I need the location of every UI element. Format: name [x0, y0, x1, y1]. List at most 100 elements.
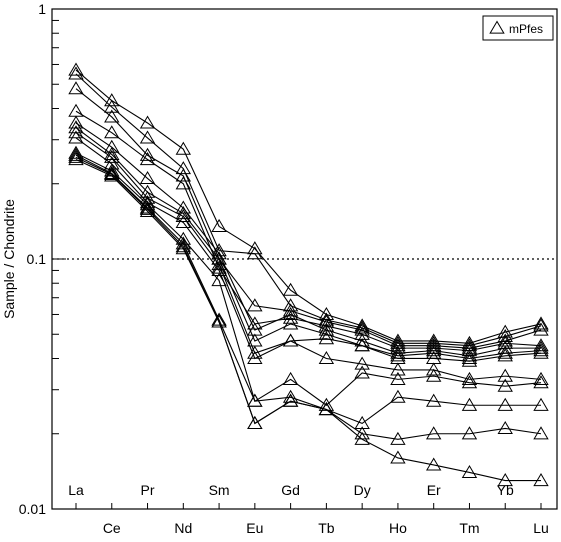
- data-point-lu: [533, 371, 549, 385]
- data-point-tb: [318, 331, 335, 345]
- data-point-yb: [497, 473, 513, 487]
- data-point-lu: [533, 322, 549, 336]
- data-point-lu: [533, 426, 549, 440]
- series-12: [68, 152, 549, 487]
- series-layer: [68, 62, 549, 487]
- legend-marker-triangle: [489, 20, 505, 34]
- data-point-nd: [175, 176, 192, 190]
- data-point-tb: [318, 402, 335, 416]
- x-tick-label-tb: Tb: [318, 520, 335, 536]
- x-tick-label-gd: Gd: [281, 482, 300, 498]
- data-point-tm: [461, 397, 478, 411]
- data-point-tm: [461, 375, 478, 389]
- data-point-ce: [104, 125, 120, 139]
- data-point-yb: [497, 348, 513, 362]
- data-point-tb: [318, 312, 335, 326]
- data-point-sm: [211, 218, 227, 232]
- data-point-tm: [461, 340, 478, 354]
- data-point-nd: [175, 161, 192, 175]
- y-tick-label: 1: [38, 1, 46, 17]
- data-point-er: [425, 343, 442, 357]
- data-point-yb: [497, 345, 513, 359]
- data-point-lu: [533, 345, 549, 359]
- data-point-ho: [390, 371, 406, 385]
- data-point-eu: [247, 246, 263, 260]
- series-7: [68, 125, 549, 367]
- data-point-lu: [533, 343, 549, 357]
- data-point-dy: [354, 415, 370, 429]
- data-point-ho: [390, 338, 406, 352]
- data-point-tm: [461, 353, 478, 367]
- data-point-er: [425, 393, 442, 407]
- data-point-gd: [282, 333, 299, 347]
- data-point-la: [68, 145, 84, 159]
- data-point-pr: [139, 152, 156, 166]
- data-point-la: [68, 66, 84, 80]
- data-point-lu: [533, 397, 549, 411]
- data-point-ce: [104, 109, 120, 123]
- series-line: [75, 110, 542, 352]
- data-point-la: [68, 125, 84, 139]
- data-point-pr: [139, 147, 156, 161]
- data-point-gd: [282, 282, 299, 296]
- data-point-tb: [318, 322, 335, 336]
- y-tick-label: 0.1: [27, 251, 47, 267]
- data-point-lu: [533, 473, 549, 487]
- data-point-sm: [211, 273, 227, 287]
- data-point-dy: [354, 338, 370, 352]
- x-tick-label-tm: Tm: [459, 520, 479, 536]
- data-point-nd: [175, 168, 192, 182]
- data-point-eu: [247, 415, 263, 429]
- y-tick-label: 0.01: [19, 501, 46, 517]
- data-point-la: [68, 152, 84, 166]
- data-point-yb: [497, 368, 513, 382]
- x-tick-label-ho: Ho: [389, 520, 407, 536]
- x-tick-label-er: Er: [427, 482, 441, 498]
- data-point-ce: [104, 168, 120, 182]
- data-point-dy: [354, 320, 370, 334]
- data-point-tb: [318, 326, 335, 340]
- data-point-er: [425, 426, 442, 440]
- data-point-er: [425, 368, 442, 382]
- data-point-sm: [211, 262, 227, 277]
- series-6: [68, 120, 549, 365]
- data-point-gd: [282, 303, 299, 317]
- data-point-nd: [175, 208, 192, 223]
- data-point-pr: [139, 170, 156, 185]
- data-point-pr: [139, 130, 156, 144]
- data-point-tm: [461, 371, 478, 385]
- x-tick-label-dy: Dy: [354, 482, 371, 498]
- data-point-dy: [354, 318, 370, 332]
- x-tick-label-nd: Nd: [174, 520, 192, 536]
- data-point-ce: [104, 146, 120, 160]
- data-point-er: [425, 362, 442, 376]
- series-line: [75, 127, 542, 360]
- data-point-ho: [390, 450, 406, 464]
- data-point-tb: [318, 351, 335, 365]
- data-point-sm: [211, 312, 227, 326]
- data-point-la: [68, 81, 84, 95]
- data-point-pr: [139, 115, 156, 129]
- data-point-eu: [247, 298, 263, 312]
- data-point-sm: [211, 314, 227, 328]
- series-9: [68, 145, 549, 411]
- y-axis-label: Sample / Chondrite: [1, 199, 17, 319]
- x-tick-label-eu: Eu: [246, 520, 263, 536]
- data-point-ce: [104, 99, 120, 113]
- data-point-tm: [461, 464, 478, 479]
- data-point-ho: [390, 348, 406, 362]
- legend[interactable]: mPfes: [482, 15, 554, 41]
- series-line: [75, 159, 541, 482]
- data-point-dy: [354, 365, 370, 379]
- data-point-nd: [175, 214, 192, 229]
- data-point-ho: [390, 362, 406, 376]
- series-5: [68, 115, 549, 362]
- data-point-tb: [318, 318, 335, 332]
- data-point-ce: [104, 93, 120, 107]
- data-point-gd: [282, 371, 299, 385]
- legend-box: [482, 15, 554, 41]
- series-1: [68, 62, 549, 349]
- data-point-la: [68, 147, 84, 161]
